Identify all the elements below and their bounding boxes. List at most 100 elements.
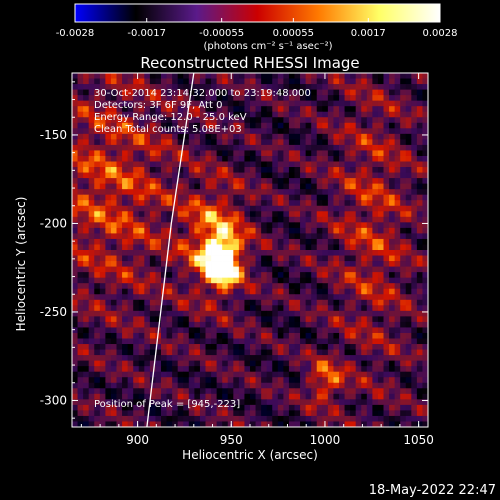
heatmap-cell (72, 84, 78, 90)
heatmap-cell (238, 222, 245, 229)
heatmap-cell (72, 100, 78, 107)
heatmap-cell (133, 404, 140, 411)
heatmap-cell (400, 189, 407, 196)
heatmap-cell (389, 294, 396, 301)
heatmap-cell (99, 73, 106, 79)
heatmap-cell (205, 216, 212, 223)
heatmap-cell (238, 250, 245, 256)
heatmap-cell (155, 100, 162, 107)
heatmap-cell (372, 211, 379, 218)
heatmap-cell (116, 321, 123, 328)
heatmap-cell (311, 211, 318, 218)
heatmap-cell (110, 89, 117, 96)
heatmap-cell (83, 150, 90, 157)
heatmap-cell (416, 178, 423, 185)
heatmap-cell (72, 327, 78, 334)
heatmap-cell (344, 216, 351, 223)
heatmap-cell (305, 321, 312, 328)
heatmap-cell (155, 310, 162, 317)
heatmap-cell (233, 194, 240, 201)
heatmap-cell (300, 349, 307, 356)
heatmap-cell (300, 222, 307, 229)
heatmap-cell (72, 238, 78, 245)
heatmap-cell (155, 288, 162, 295)
heatmap-cell (133, 366, 140, 373)
heatmap-cell (355, 100, 362, 107)
heatmap-cell (133, 139, 140, 146)
heatmap-cell (394, 415, 401, 422)
heatmap-cell (183, 95, 190, 102)
heatmap-cell (311, 100, 318, 107)
heatmap-cell (344, 211, 351, 218)
heatmap-cell (377, 189, 384, 196)
heatmap-cell (255, 360, 262, 367)
heatmap-cell (105, 106, 112, 113)
heatmap-cell (227, 388, 234, 395)
heatmap-cell (288, 332, 295, 339)
heatmap-cell (199, 189, 206, 196)
heatmap-cell (288, 122, 295, 129)
heatmap-cell (350, 167, 357, 173)
heatmap-cell (88, 310, 95, 317)
heatmap-cell (216, 194, 223, 201)
heatmap-cell (110, 294, 117, 301)
heatmap-cell (216, 344, 223, 350)
heatmap-cell (177, 178, 184, 185)
heatmap-cell (222, 133, 229, 140)
heatmap-cell (166, 294, 173, 301)
heatmap-cell (355, 128, 362, 135)
heatmap-cell (261, 238, 268, 245)
heatmap-cell (266, 366, 273, 373)
heatmap-cell (138, 122, 145, 129)
heatmap-cell (316, 178, 323, 185)
heatmap-cell (149, 310, 156, 317)
heatmap-cell (116, 261, 123, 267)
heatmap-cell (238, 404, 245, 411)
heatmap-cell (238, 344, 245, 350)
heatmap-cell (361, 89, 368, 96)
heatmap-cell (138, 73, 145, 79)
heatmap-cell (144, 377, 151, 384)
heatmap-cell (83, 338, 90, 345)
heatmap-cell (288, 266, 295, 273)
heatmap-cell (416, 283, 423, 290)
heatmap-cell (138, 255, 145, 262)
heatmap-cell (394, 355, 401, 362)
heatmap-cell (361, 294, 368, 301)
heatmap-cell (138, 139, 145, 146)
heatmap-cell (144, 178, 151, 185)
heatmap-cell (216, 100, 223, 107)
heatmap-cell (272, 421, 279, 427)
heatmap-cell (377, 238, 384, 245)
heatmap-cell (138, 294, 145, 301)
heatmap-cell (261, 139, 268, 146)
heatmap-cell (300, 133, 307, 140)
heatmap-cell (250, 150, 256, 157)
y-tick-label: -250 (40, 305, 67, 319)
heatmap-cell (83, 404, 90, 411)
heatmap-cell (288, 211, 295, 218)
heatmap-cell (233, 382, 240, 389)
heatmap-cell (250, 238, 256, 245)
heatmap-cell (172, 133, 179, 140)
heatmap-cell (250, 266, 256, 273)
heatmap-cell (255, 327, 262, 334)
heatmap-cell (322, 410, 329, 417)
heatmap-cell (138, 366, 145, 373)
heatmap-cell (272, 404, 279, 411)
heatmap-cell (277, 261, 284, 267)
heatmap-cell (161, 100, 167, 107)
heatmap-cell (133, 327, 140, 334)
heatmap-cell (333, 178, 340, 185)
heatmap-cell (377, 388, 384, 395)
heatmap-cell (77, 183, 84, 190)
heatmap-cell (222, 111, 229, 118)
heatmap-cell (211, 111, 218, 118)
heatmap-cell (294, 227, 301, 234)
heatmap-cell (327, 238, 334, 245)
heatmap-cell (405, 277, 412, 284)
heatmap-cell (99, 200, 106, 207)
heatmap-cell (277, 133, 284, 140)
heatmap-cell (372, 183, 379, 190)
heatmap-cell (161, 272, 167, 279)
